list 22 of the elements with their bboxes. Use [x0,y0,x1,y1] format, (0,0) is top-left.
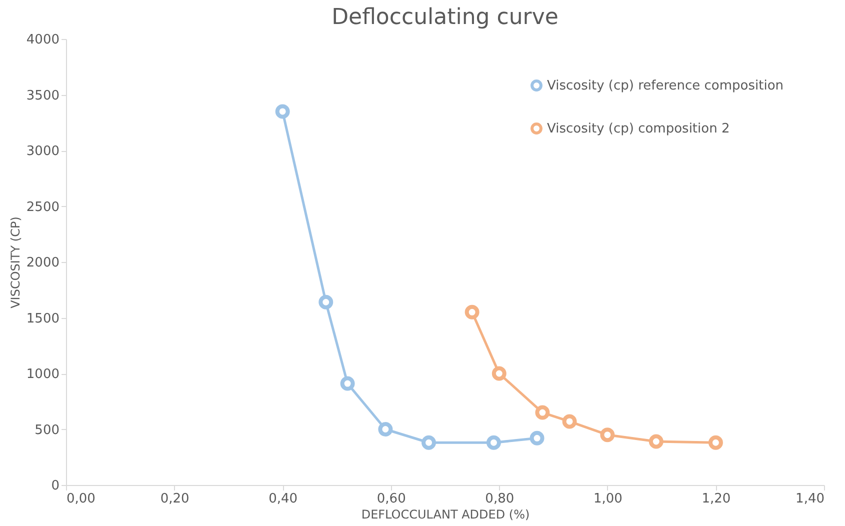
x-tick-label: 1,20 [702,492,731,506]
y-tick-label: 500 [34,422,60,438]
legend-label: Viscosity (cp) composition 2 [547,122,730,136]
y-tick-label: 1500 [26,311,60,326]
chart-title: Deflocculating curve [332,5,558,30]
y-axis-title: VISCOSITY (CP) [8,216,22,308]
x-tick-label: 0,80 [485,492,514,506]
y-tick-label: 3500 [26,88,60,104]
y-tick-label: 2500 [26,200,60,215]
y-tick-label: 3000 [26,144,60,159]
x-tick-label: 0,60 [376,492,406,506]
y-tick-label: 1000 [26,367,60,382]
x-tick-label: 1,40 [796,492,824,506]
y-tick-label: 4000 [26,32,60,48]
y-tick-label: 2000 [26,256,60,270]
legend-label: Viscosity (cp) reference composition [547,78,784,94]
x-tick-label: 1,00 [593,492,622,506]
x-tick-label: 0,00 [66,492,96,506]
y-tick-label: 0 [51,478,60,494]
x-tick-label: 0,20 [160,492,190,506]
x-axis-title: DEFLOCCULANT ADDED (%) [361,508,530,522]
x-tick-label: 0,40 [268,492,298,506]
